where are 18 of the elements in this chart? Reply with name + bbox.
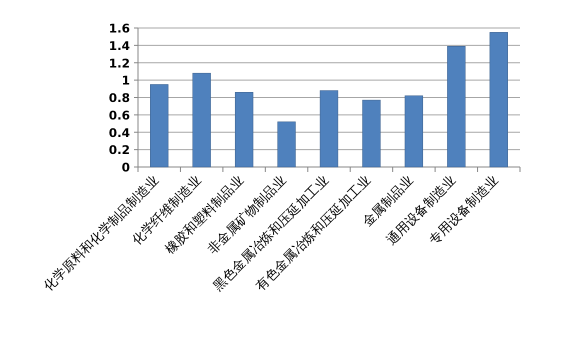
y-tick-label: 0.8: [108, 91, 130, 105]
y-tick-label: 0: [122, 160, 130, 174]
y-tick-label: 1.4: [108, 38, 130, 53]
bar: [192, 72, 211, 168]
y-tick-label: 0.2: [108, 143, 130, 158]
y-tick-label: 1.2: [108, 56, 130, 70]
bar: [404, 96, 424, 168]
bar: [447, 46, 466, 168]
y-tick-label: 1.6: [108, 22, 130, 36]
y-tick-label: 1: [122, 74, 130, 88]
bar: [150, 84, 168, 168]
bar: [234, 92, 254, 168]
y-tick-label: 0.4: [108, 126, 130, 140]
bar: [320, 90, 338, 168]
bar: [490, 32, 508, 168]
bar: [277, 122, 296, 168]
bar: [362, 100, 381, 168]
y-tick-label: 0.6: [108, 108, 130, 122]
